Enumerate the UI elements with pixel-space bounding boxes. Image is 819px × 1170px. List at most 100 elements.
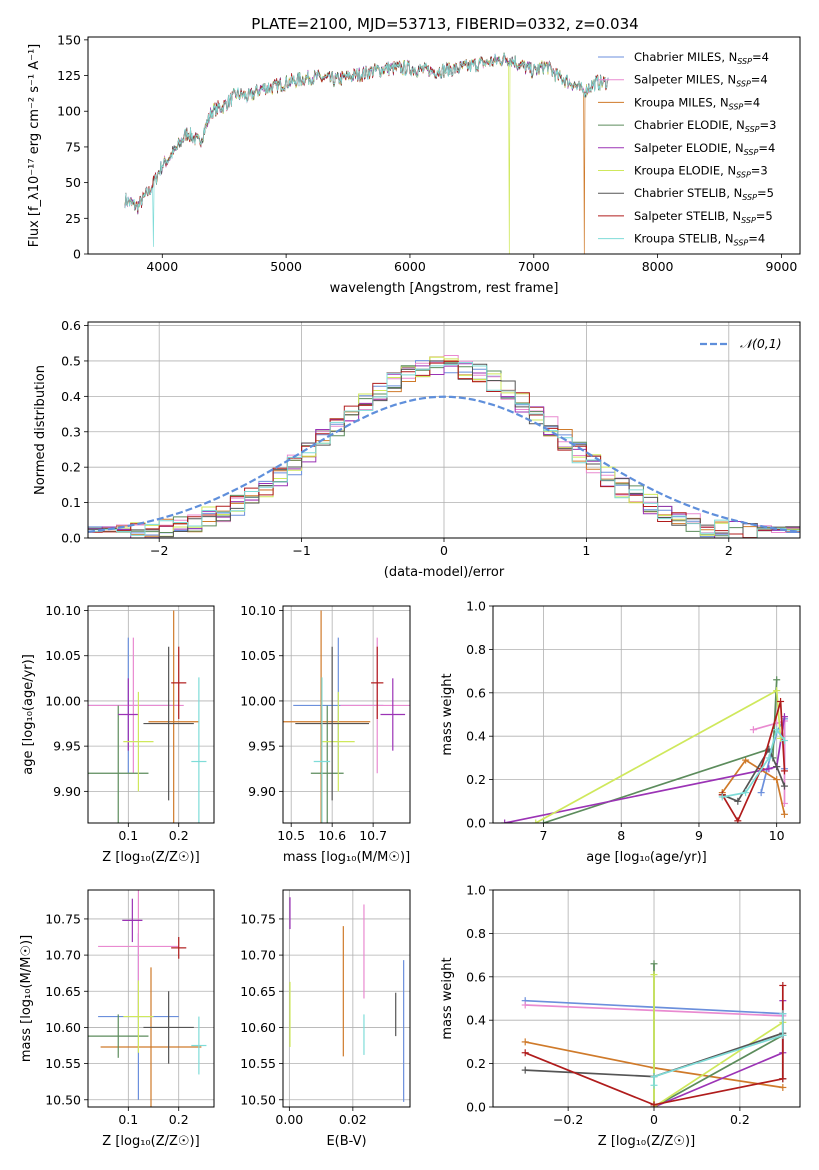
plot-area: [283, 610, 410, 823]
axes-frame: [282, 605, 411, 824]
y-tick-label: 0.4: [466, 1013, 486, 1028]
y-axis-label: Normed distribution: [33, 365, 48, 495]
mass_vs_Z-chart: 0.1 0.2 10.50 10.55 10.60 10.65 10.70 10.75 Z [l…: [19, 889, 215, 1149]
y-tick-label: 0: [73, 247, 81, 262]
plot-area: [124, 52, 609, 254]
x-tick-label: 10.5: [277, 828, 305, 843]
x-axis-label: age [log₁₀(age/yr)]: [586, 850, 707, 865]
legend-entry: Salpeter STELIB, NSSP=5: [634, 209, 773, 225]
x-tick-label: −2: [150, 543, 168, 558]
x-tick-label: 0.1: [118, 1112, 138, 1127]
errorbar-point: [171, 646, 187, 720]
legend-entry: Salpeter MILES, NSSP=4: [634, 73, 768, 89]
x-tick-label: 0.2: [169, 828, 189, 843]
y-tick-label: 0.4: [61, 389, 81, 404]
y-tick-label: 0.8: [466, 926, 486, 941]
x-tick-label: 0: [650, 1112, 658, 1127]
axes-frame: [492, 605, 801, 824]
x-tick-label: 7: [540, 828, 548, 843]
y-tick-label: 10.10: [45, 603, 81, 618]
y-axis-label: mass weight: [440, 673, 455, 755]
errorbar-point: [380, 678, 406, 751]
y-tick-label: 10.00: [240, 693, 276, 708]
x-tick-label: 10.6: [318, 828, 346, 843]
axes-frame: [87, 605, 215, 824]
spectrum-line-salpeter-elodie: [124, 53, 609, 215]
weight-line-kroupa-elodie: [653, 974, 784, 1107]
y-tick-label: 50: [65, 175, 81, 190]
y-axis-label: Flux [f_λ10⁻¹⁷ erg cm⁻² s⁻¹ A⁻¹]: [27, 44, 42, 248]
legend-entry: Chabrier MILES, NSSP=4: [634, 50, 769, 66]
x-tick-label: 0.2: [169, 1112, 189, 1127]
y-tick-label: 10.60: [45, 1020, 81, 1035]
errorbar-point: [143, 646, 194, 801]
plot-area: [289, 897, 405, 1102]
y-tick-label: 0.5: [61, 353, 81, 368]
x-tick-label: 1: [582, 543, 590, 558]
y-tick-label: 0.0: [61, 531, 81, 546]
normal-curve: [88, 395, 800, 533]
x-tick-label: 6000: [394, 259, 426, 274]
spectrum-line-salpeter-miles: [124, 54, 609, 213]
legend-entry: Kroupa MILES, NSSP=4: [634, 95, 760, 111]
age_vs_mass-chart: 10.5 10.6 10.7 9.90 9.95 10.00 10.05 10.10 mass …: [240, 603, 411, 865]
y-tick-label: 0.8: [466, 642, 486, 657]
x-tick-label: −1: [292, 543, 310, 558]
weight_vs_Z-chart: −0.2 0 0.2 0.0 0.2 0.4 0.6 0.8 1.0 Z [log₁₀(Z/Z☉)…: [440, 883, 801, 1149]
y-tick-label: 25: [65, 211, 81, 226]
legend-entry: Kroupa STELIB, NSSP=4: [634, 232, 765, 248]
spectrum-line-chabrier-miles: [124, 52, 609, 213]
y-tick-label: 0.2: [466, 1056, 486, 1071]
errorbar-point: [88, 705, 149, 823]
y-tick-label: 9.90: [53, 784, 81, 799]
axes-frame: [87, 889, 215, 1108]
axes-frame: [87, 36, 801, 255]
axes-frame: [492, 889, 801, 1108]
errorbar-point: [88, 1014, 149, 1058]
y-tick-label: 10.10: [240, 603, 276, 618]
mass_vs_ebv-chart: 0.00 0.02 10.50 10.55 10.60 10.65 10.70 10.75 E(…: [240, 889, 411, 1149]
plot-area: [88, 890, 207, 1107]
errorbar-point: [122, 898, 143, 943]
legend-entry: Chabrier STELIB, NSSP=5: [634, 186, 774, 202]
errorbar-point: [321, 691, 355, 792]
y-tick-label: 10.60: [240, 1020, 276, 1035]
x-tick-label: 0: [440, 543, 448, 558]
errorbar-point: [123, 691, 154, 792]
x-tick-label: −0.2: [553, 1112, 583, 1127]
x-axis-label: Z [log₁₀(Z/Z☉)]: [598, 1134, 695, 1149]
y-tick-label: 0.3: [61, 424, 81, 439]
y-tick-label: 10.75: [45, 911, 81, 926]
x-axis-label: Z [log₁₀(Z/Z☉)]: [102, 850, 199, 865]
y-tick-label: 0.2: [466, 772, 486, 787]
y-axis-label: age [log₁₀(age/yr)]: [21, 654, 36, 775]
y-tick-label: 125: [57, 68, 81, 83]
errorbar-point: [123, 980, 154, 1053]
legend-entry: 𝒩(0,1): [740, 336, 782, 351]
x-tick-label: 8: [617, 828, 625, 843]
spectrum-line-chabrier-elodie: [124, 52, 609, 215]
y-tick-label: 10.65: [45, 984, 81, 999]
residuals-chart: −2 −1 0 1 2 0.0 0.1 0.2 0.3 0.4 0.5 0.6 (data-model)…: [33, 318, 801, 580]
age_vs_Z-chart: 0.1 0.2 9.90 9.95 10.00 10.05 10.10 Z [log₁₀(Z/…: [21, 603, 215, 865]
y-tick-label: 10.75: [240, 911, 276, 926]
y-tick-label: 10.05: [45, 648, 81, 663]
y-tick-label: 0.0: [466, 1100, 486, 1115]
y-tick-label: 0.6: [466, 685, 486, 700]
plot-area: [501, 676, 788, 823]
y-tick-label: 10.50: [45, 1092, 81, 1107]
y-tick-label: 10.55: [45, 1056, 81, 1071]
spectrum-chart: 4000 5000 6000 7000 8000 9000 0 25 50 75 100 125 150…: [27, 32, 801, 296]
histogram-kroupa-stelib: [88, 362, 800, 538]
y-tick-label: 0.6: [61, 318, 81, 333]
y-tick-label: 10.55: [240, 1056, 276, 1071]
spectrum-line-kroupa-miles: [124, 55, 609, 254]
y-tick-label: 9.90: [248, 784, 276, 799]
x-tick-label: 7000: [518, 259, 550, 274]
y-tick-label: 10.70: [45, 948, 81, 963]
x-tick-label: 9: [695, 828, 703, 843]
histogram-salpeter-stelib: [88, 360, 800, 538]
x-tick-label: 8000: [642, 259, 674, 274]
x-tick-label: 9000: [766, 259, 798, 274]
